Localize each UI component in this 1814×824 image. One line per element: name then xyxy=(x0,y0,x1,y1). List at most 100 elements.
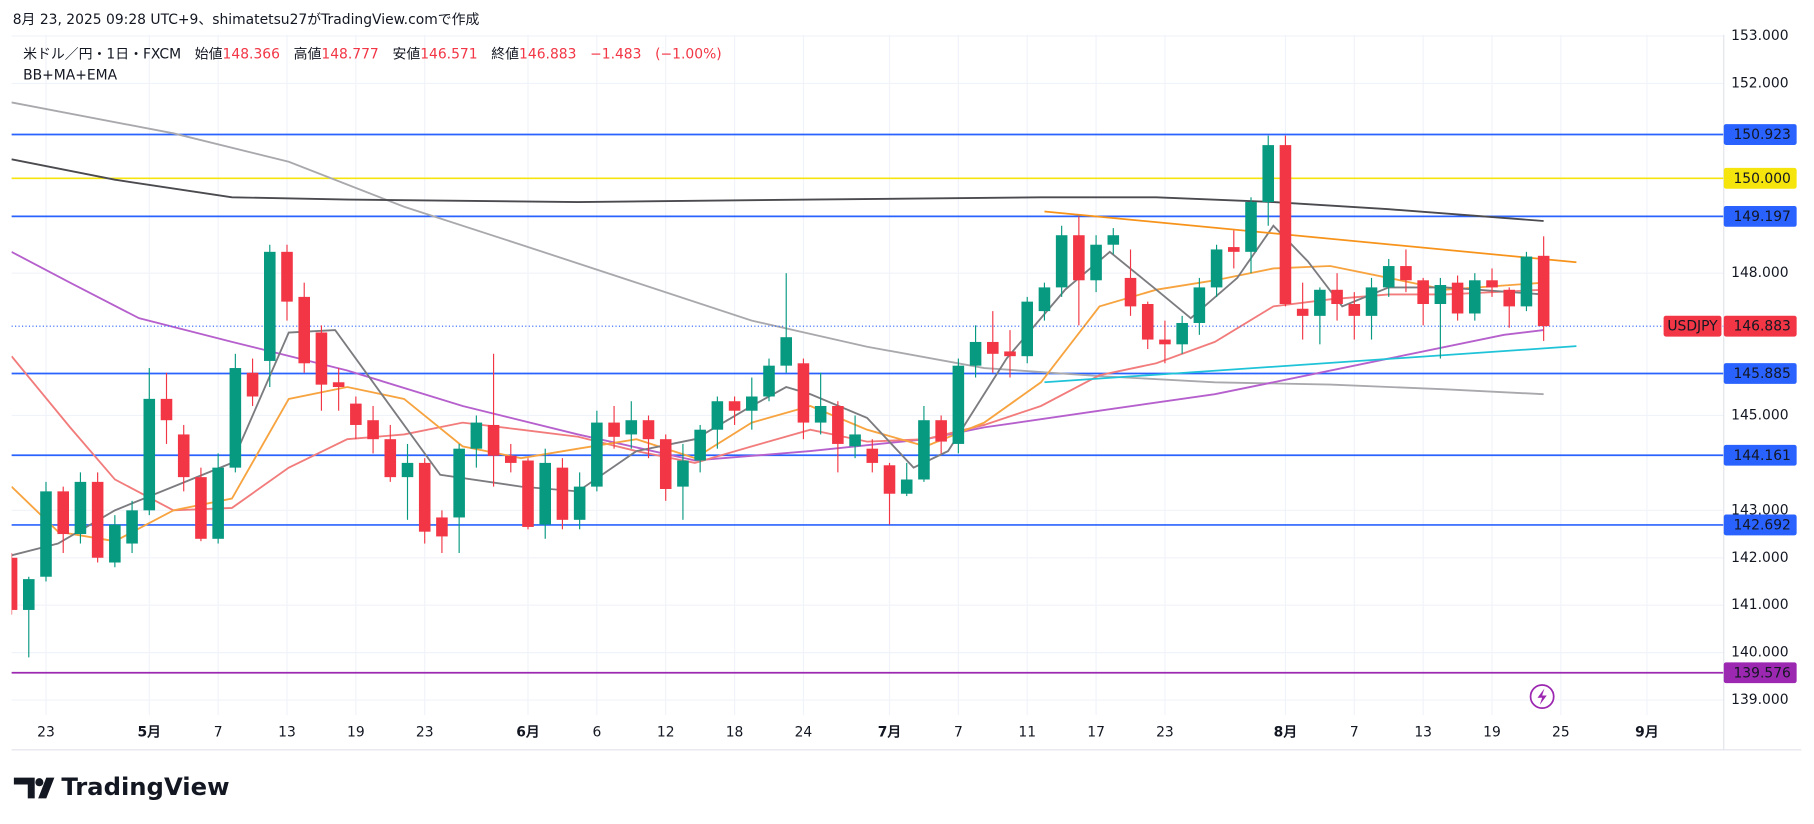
candle-body xyxy=(1021,301,1034,357)
candle-body xyxy=(987,341,999,354)
candle-body xyxy=(832,405,844,444)
level-label-box xyxy=(1723,124,1797,145)
x-tick-label: 19 xyxy=(347,724,365,740)
x-tick-label: 19 xyxy=(1483,724,1501,740)
x-tick-label: 7 xyxy=(214,724,223,740)
x-tick-label: 6 xyxy=(592,724,601,740)
plot-area xyxy=(11,101,1724,674)
candle-body xyxy=(883,465,896,494)
level-label-box xyxy=(1723,662,1797,684)
candle-body xyxy=(229,368,242,468)
legend-line: 米ドル／円・1日・FXCM 始値148.366 高値148.777 安値146.… xyxy=(23,46,722,63)
candle-body xyxy=(1331,289,1343,305)
candle-body xyxy=(1141,304,1154,340)
level-label-box xyxy=(1723,363,1797,384)
candle-body xyxy=(126,510,138,544)
candle-body xyxy=(57,491,69,535)
candle-body xyxy=(74,481,87,535)
moving-average-line xyxy=(11,101,1544,396)
candle-body xyxy=(1279,145,1292,305)
y-tick-label: 153.000 xyxy=(1731,28,1788,44)
candle-body xyxy=(556,467,569,520)
candle-body xyxy=(1296,308,1309,316)
candle-body xyxy=(22,579,35,610)
candle-body xyxy=(470,422,483,449)
level-label-box xyxy=(1723,205,1797,227)
candle-body xyxy=(918,420,930,480)
x-tick-label: 18 xyxy=(726,724,744,740)
candle-body xyxy=(522,460,534,527)
candle-body xyxy=(367,420,379,440)
candle-body xyxy=(264,251,276,361)
candle-body xyxy=(1382,266,1395,288)
candle-body xyxy=(298,296,310,364)
y-tick-label: 142.000 xyxy=(1731,550,1788,566)
level-label-box xyxy=(1723,444,1797,466)
candle-body xyxy=(900,479,913,494)
candle-body xyxy=(1210,249,1223,288)
symbol-title: 米ドル／円・1日・FXCM xyxy=(23,47,181,63)
trend-line xyxy=(1044,210,1577,264)
candle-body xyxy=(539,462,552,525)
candle-body xyxy=(711,401,724,430)
candle-body xyxy=(591,422,603,487)
x-tick-label: 11 xyxy=(1018,724,1036,740)
created-note: 8月 23, 2025 09:28 UTC+9、shimatetsu27がTra… xyxy=(13,12,480,28)
candle-body xyxy=(746,396,758,411)
candle-body xyxy=(281,251,293,302)
level-label: 150.923 xyxy=(1733,127,1790,143)
candle-body xyxy=(436,517,448,537)
x-tick-label: 7 xyxy=(954,724,963,740)
candle-body xyxy=(1365,287,1378,316)
y-tick-label: 152.000 xyxy=(1731,75,1788,91)
candle-body xyxy=(780,337,793,366)
level-label: 142.692 xyxy=(1733,518,1790,534)
candle-body xyxy=(1176,322,1188,345)
y-tick-label: 139.000 xyxy=(1731,692,1788,708)
y-tick-label: 141.000 xyxy=(1731,597,1788,613)
low-value: 146.571 xyxy=(420,47,477,63)
y-tick-label: 140.000 xyxy=(1731,645,1788,661)
alert-icon[interactable] xyxy=(1529,684,1555,710)
candle-body xyxy=(1451,282,1464,314)
candle-body xyxy=(1486,280,1498,288)
change-percent: (−1.00%) xyxy=(655,47,722,63)
open-value: 148.366 xyxy=(223,47,280,63)
candle-body xyxy=(212,467,224,539)
last-price-box xyxy=(1723,315,1797,337)
candle-body xyxy=(935,420,947,442)
level-label: 149.197 xyxy=(1733,209,1790,225)
x-tick-label: 8月 xyxy=(1274,724,1298,740)
candle-body xyxy=(1520,256,1533,307)
moving-average-line xyxy=(11,251,1544,462)
candle-body xyxy=(350,403,362,425)
candle-body xyxy=(487,424,500,456)
level-label-box xyxy=(1723,167,1797,189)
x-tick-label: 7 xyxy=(1350,724,1359,740)
moving-average-line xyxy=(11,224,1544,557)
axis-layer: 139.000 140.000 141.000 142.000 143.000 145.0… xyxy=(37,28,1797,740)
level-label: 144.161 xyxy=(1733,448,1790,464)
y-tick-label: 143.000 xyxy=(1731,502,1788,518)
symbol-label-box xyxy=(1663,315,1722,337)
candle-body xyxy=(642,420,655,440)
candle-body xyxy=(384,439,397,478)
candle-body xyxy=(418,462,431,532)
candle-body xyxy=(315,332,328,385)
level-label: 150.000 xyxy=(1733,171,1790,187)
candle-body xyxy=(1348,304,1361,316)
moving-average-line xyxy=(11,288,1544,512)
x-tick-label: 12 xyxy=(657,724,675,740)
candle-body xyxy=(866,448,879,463)
candle-body xyxy=(143,398,156,511)
x-tick-label: 6月 xyxy=(516,724,540,740)
x-tick-label: 23 xyxy=(1156,724,1174,740)
candle-body xyxy=(694,429,706,461)
candle-body xyxy=(1107,235,1120,245)
candle-body xyxy=(453,448,465,518)
candle-body xyxy=(1055,235,1068,288)
candle-body xyxy=(573,486,586,520)
